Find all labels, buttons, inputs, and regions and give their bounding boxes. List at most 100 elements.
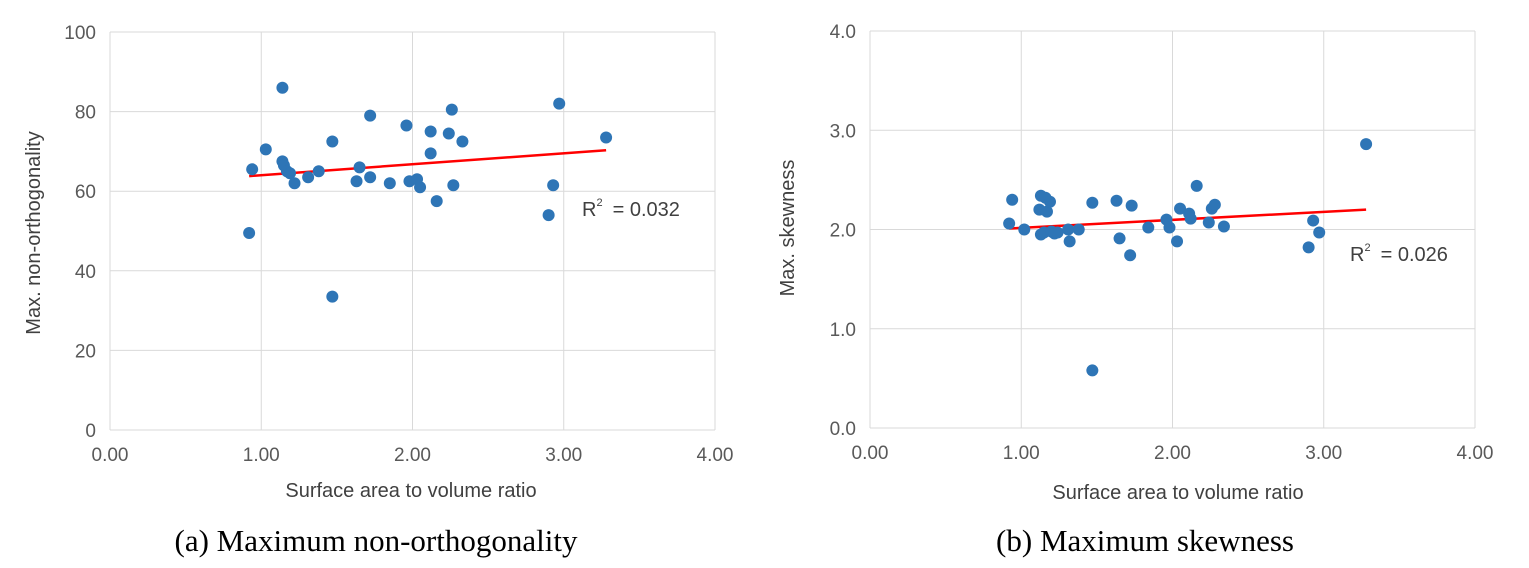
- chart-a-r2-annotation: R2 = 0.032: [582, 197, 680, 221]
- chart-a-point: [547, 179, 560, 192]
- chart-b-point: [1062, 223, 1075, 236]
- chart-a-point: [312, 165, 325, 178]
- chart-a-point: [259, 143, 272, 156]
- chart-b-point: [1086, 196, 1099, 209]
- chart-a-y-tick-label: 40: [75, 262, 96, 283]
- chart-b-r2-annotation: R2 = 0.026: [1350, 242, 1448, 266]
- chart-b-point: [1202, 216, 1215, 229]
- chart-b-r2-label: R: [1350, 244, 1364, 266]
- chart-a-r2-label: R: [582, 199, 596, 221]
- chart-b-point: [1072, 223, 1085, 236]
- chart-b-point: [1163, 221, 1176, 234]
- chart-a-point: [414, 181, 427, 194]
- chart-b-point: [1190, 179, 1203, 192]
- chart-b-r2-sup: 2: [1364, 242, 1370, 254]
- chart-a-point: [353, 161, 366, 174]
- chart-a-point: [326, 135, 339, 148]
- chart-a-point: [553, 97, 566, 110]
- chart-b-point: [1086, 364, 1099, 377]
- chart-a-point: [288, 177, 301, 190]
- chart-b-x-tick-label: 1.00: [1003, 443, 1040, 464]
- chart-a-point: [276, 81, 289, 94]
- chart-a-y-axis-title: Max. non-orthogonality: [23, 131, 45, 334]
- chart-b-point: [1063, 235, 1076, 248]
- chart-a-point: [430, 195, 443, 208]
- chart-a-point: [447, 179, 460, 192]
- chart-a-points: [243, 81, 613, 303]
- chart-b-points: [1003, 138, 1373, 377]
- chart-b-point: [1174, 202, 1187, 215]
- chart-b-point: [1171, 235, 1184, 248]
- chart-b-x-tick-label: 0.00: [852, 443, 889, 464]
- chart-b-point: [1360, 138, 1373, 151]
- chart-b-point: [1142, 221, 1155, 234]
- chart-a-point: [326, 290, 339, 303]
- chart-a-x-ticks: 0.00 1.00 2.00 3.00 4.00: [92, 445, 734, 466]
- chart-a-y-ticks: 0 20 40 60 80 100: [64, 23, 96, 442]
- chart-b-point: [1043, 195, 1056, 208]
- chart-a-point: [302, 171, 315, 184]
- chart-a-point: [424, 147, 437, 160]
- chart-a-x-tick-label: 0.00: [92, 445, 129, 466]
- chart-a-point: [456, 135, 469, 148]
- chart-b-y-ticks: 0.0 1.0 2.0 3.0 4.0: [830, 22, 856, 440]
- chart-b-y-tick-label: 3.0: [830, 121, 856, 142]
- chart-b-r2-value: = 0.026: [1381, 244, 1448, 266]
- chart-a-y-tick-label: 60: [75, 182, 96, 203]
- chart-b-point: [1051, 226, 1064, 239]
- chart-a-point: [600, 131, 613, 144]
- chart-b-y-axis-title: Max. skewness: [777, 160, 799, 297]
- chart-b-x-tick-label: 2.00: [1154, 443, 1191, 464]
- chart-a-point: [350, 175, 363, 188]
- chart-b-point: [1125, 199, 1138, 212]
- chart-a-point: [283, 167, 296, 180]
- chart-b-y-tick-label: 2.0: [830, 221, 856, 242]
- chart-b-caption: (b) Maximum skewness: [996, 523, 1294, 558]
- chart-b-y-tick-label: 4.0: [830, 22, 856, 43]
- chart-a-point: [383, 177, 396, 190]
- chart-a-y-tick-label: 0: [85, 421, 96, 442]
- chart-a-point: [442, 127, 455, 140]
- chart-a-x-tick-label: 4.00: [697, 445, 734, 466]
- chart-b-x-ticks: 0.00 1.00 2.00 3.00 4.00: [852, 443, 1494, 464]
- chart-a-x-tick-label: 2.00: [394, 445, 431, 466]
- chart-a-point: [243, 226, 256, 239]
- chart-b-y-tick-label: 1.0: [830, 320, 856, 341]
- chart-b-point: [1018, 223, 1031, 236]
- chart-b-point: [1302, 241, 1315, 254]
- chart-b-x-axis-title: Surface area to volume ratio: [1052, 482, 1303, 504]
- chart-a-gridlines: [109, 31, 716, 431]
- chart-a-point: [364, 171, 377, 184]
- chart-b-point: [1110, 194, 1123, 207]
- chart-b-point: [1113, 232, 1126, 245]
- chart-b-x-tick-label: 4.00: [1457, 443, 1494, 464]
- chart-b-point: [1208, 198, 1221, 211]
- chart-a-caption: (a) Maximum non-orthogonality: [175, 523, 578, 558]
- chart-a-point: [424, 125, 437, 138]
- chart-a-point: [400, 119, 413, 132]
- chart-b-y-tick-label: 0.0: [830, 419, 856, 440]
- chart-b-point: [1124, 249, 1137, 262]
- chart-b-point: [1003, 217, 1016, 230]
- chart-a-x-tick-label: 3.00: [545, 445, 582, 466]
- chart-a-point: [364, 109, 377, 122]
- chart-a-y-tick-label: 20: [75, 341, 96, 362]
- chart-a-point: [246, 163, 259, 176]
- chart-b-point: [1040, 205, 1053, 218]
- chart-a: 0 20 40 60 80 100 0.00 1.00 2.00 3.00 4.00 R2 = 0.…: [23, 23, 734, 558]
- chart-b-point: [1184, 212, 1197, 225]
- chart-b-x-tick-label: 3.00: [1305, 443, 1342, 464]
- chart-b-point: [1313, 226, 1326, 239]
- chart-b-point: [1307, 214, 1320, 227]
- chart-b-point: [1217, 220, 1230, 233]
- chart-b-point: [1006, 193, 1019, 206]
- chart-a-y-tick-label: 100: [64, 23, 96, 44]
- chart-a-r2-sup: 2: [596, 197, 602, 209]
- chart-a-point: [542, 209, 555, 222]
- chart-a-r2-value: = 0.032: [613, 199, 680, 221]
- chart-a-x-axis-title: Surface area to volume ratio: [285, 480, 536, 502]
- chart-b: 0.0 1.0 2.0 3.0 4.0 0.00 1.00 2.00 3.00 4.00 R2 =…: [777, 22, 1494, 558]
- chart-a-y-tick-label: 80: [75, 103, 96, 124]
- chart-a-point: [445, 103, 458, 116]
- chart-a-x-tick-label: 1.00: [243, 445, 280, 466]
